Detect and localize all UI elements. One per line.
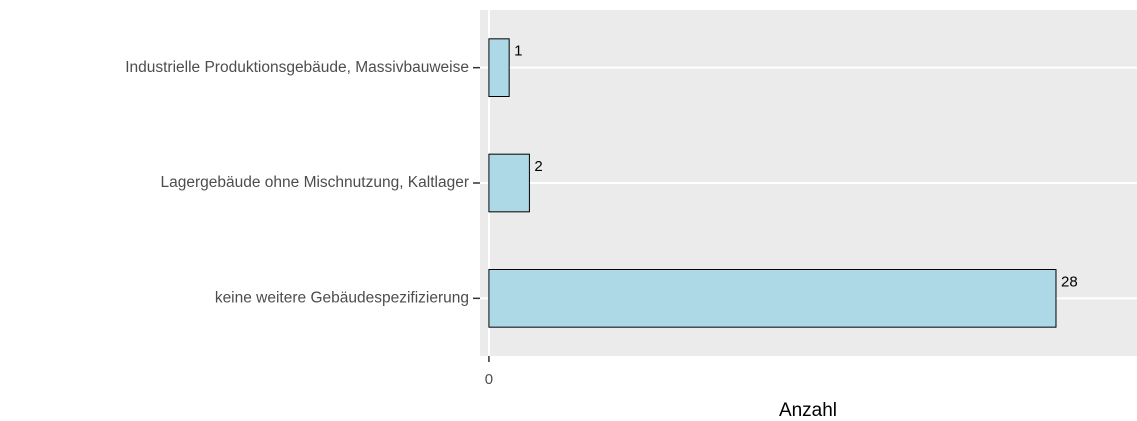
bar — [488, 153, 530, 213]
data-label: 28 — [1061, 273, 1078, 290]
y-tick-label: Industrielle Produktionsgebäude, Massivb… — [125, 59, 469, 76]
y-tick-label: Lagergebäude ohne Mischnutzung, Kaltlage… — [160, 174, 469, 191]
bar — [488, 38, 510, 97]
x-axis-title: Anzahl — [779, 400, 837, 421]
x-tick-label: 0 — [485, 371, 493, 388]
y-tick-label: keine weitere Gebäudespezifizierung — [215, 289, 469, 306]
data-label: 2 — [534, 158, 542, 175]
bar — [488, 269, 1057, 328]
data-label: 1 — [514, 43, 522, 60]
